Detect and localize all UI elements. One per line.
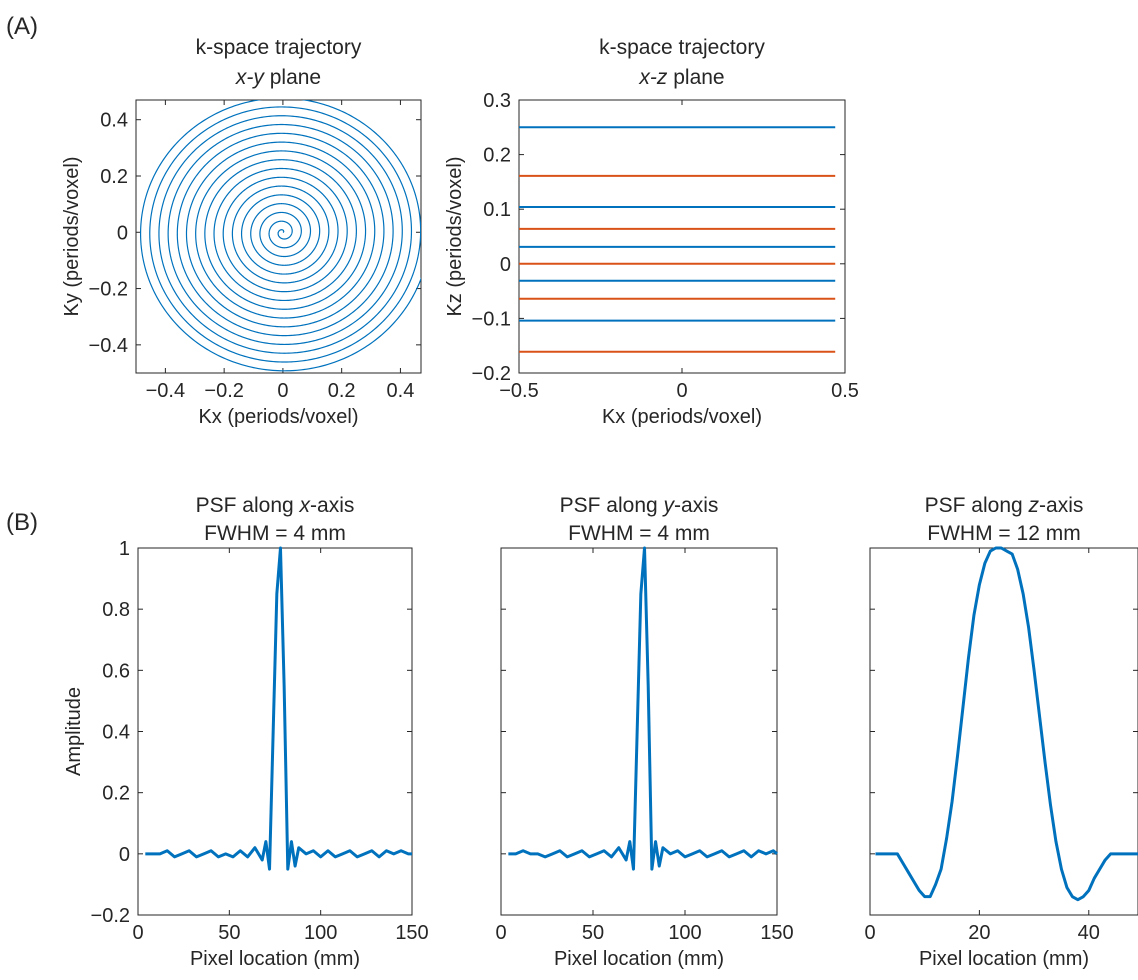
x-tick-label: −0.2	[204, 380, 243, 402]
x-axis-label: Pixel location (mm)	[190, 948, 360, 970]
series-spiral	[139, 100, 421, 372]
panel-label-a: (A)	[6, 13, 38, 40]
x-tick-label: −0.5	[499, 380, 538, 402]
y-tick-label: −0.4	[89, 335, 128, 357]
series-psf-line	[875, 546, 1138, 902]
y-tick-label: 0.6	[102, 660, 130, 682]
y-tick-label: 0.3	[483, 90, 511, 112]
y-tick-label: −0.2	[89, 279, 128, 301]
chart-psf-z: PSF along z-axis FWHM = 12 mm 0 20 40 Pixel l…	[864, 494, 1138, 970]
x-axis-label: Kx (periods/voxel)	[198, 406, 358, 428]
chart-title-line2: FWHM = 4 mm	[568, 522, 710, 545]
x-tick-label: 150	[760, 922, 793, 944]
chart-title-line1: k-space trajectory	[599, 36, 765, 59]
x-tick-label: 20	[968, 922, 990, 944]
x-tick-label: 0.5	[831, 380, 859, 402]
y-tick-label: 0.2	[102, 783, 130, 805]
y-tick-label: 0.4	[100, 110, 128, 132]
y-axis-label: Ky (periods/voxel)	[61, 156, 83, 316]
y-tick-label: 0.2	[483, 145, 511, 167]
y-axis-label: Amplitude	[63, 687, 85, 776]
y-tick-label: −0.2	[472, 363, 511, 385]
chart-title-line1: PSF along z-axis	[925, 494, 1084, 517]
x-tick-label: 0	[864, 922, 875, 944]
x-tick-label: 0.2	[328, 380, 356, 402]
chart-psf-x: PSF along x-axis FWHM = 4 mm 0 50 100 150 −0.2…	[63, 494, 429, 970]
x-tick-label: 0	[132, 922, 143, 944]
axes-box	[500, 547, 778, 916]
chart-title-line2: x-y plane	[235, 66, 321, 89]
y-tick-label: −0.2	[91, 905, 130, 927]
x-axis-label: Pixel location (mm)	[554, 948, 724, 970]
x-tick-label: 0	[676, 380, 687, 402]
x-tick-label: 0	[495, 922, 506, 944]
chart-psf-y: PSF along y-axis FWHM = 4 mm 0 50 100 150 Pixe…	[495, 494, 793, 970]
y-tick-label: 0.2	[100, 166, 128, 188]
x-axis-label: Kx (periods/voxel)	[602, 406, 762, 428]
chart-traj-xz: k-space trajectory x-z plane −0.5 0 0.5 −0.2 −…	[444, 36, 859, 428]
y-tick-label: 0	[119, 844, 130, 866]
x-tick-label: 50	[582, 922, 604, 944]
y-tick-label: 0.8	[102, 599, 130, 621]
y-tick-label: 1	[119, 538, 130, 560]
chart-title-line1: PSF along x-axis	[196, 494, 355, 517]
y-axis-label: Kz (periods/voxel)	[444, 156, 466, 316]
panel-label-b: (B)	[6, 509, 38, 536]
x-tick-label: −0.4	[146, 380, 185, 402]
x-tick-label: 40	[1078, 922, 1100, 944]
axes-box	[869, 547, 1138, 916]
series-psf-line	[508, 546, 778, 871]
x-tick-label: 100	[668, 922, 701, 944]
x-tick-label: 50	[218, 922, 240, 944]
axes-box	[518, 99, 846, 374]
chart-title-line1: PSF along y-axis	[560, 494, 719, 517]
x-tick-label: 150	[395, 922, 428, 944]
x-tick-label: 0.4	[387, 380, 415, 402]
chart-title-line1: k-space trajectory	[196, 36, 362, 59]
x-tick-label: 100	[304, 922, 337, 944]
chart-traj-xy: k-space trajectory x-y plane −0.4 −0.2 0 0.2 0…	[61, 36, 422, 428]
chart-title-line2: FWHM = 12 mm	[927, 522, 1080, 545]
y-tick-label: 0.4	[102, 722, 130, 744]
y-tick-label: 0	[117, 222, 128, 244]
series-psf-line	[145, 546, 412, 871]
chart-title-line2: FWHM = 4 mm	[204, 522, 346, 545]
y-tick-label: −0.1	[472, 308, 511, 330]
axes-box	[137, 547, 413, 916]
x-tick-label: 0	[277, 380, 288, 402]
y-tick-label: 0.1	[483, 199, 511, 221]
x-axis-label: Pixel location (mm)	[919, 948, 1089, 970]
chart-title-line2: x-z plane	[638, 66, 724, 89]
y-tick-label: 0	[500, 254, 511, 276]
